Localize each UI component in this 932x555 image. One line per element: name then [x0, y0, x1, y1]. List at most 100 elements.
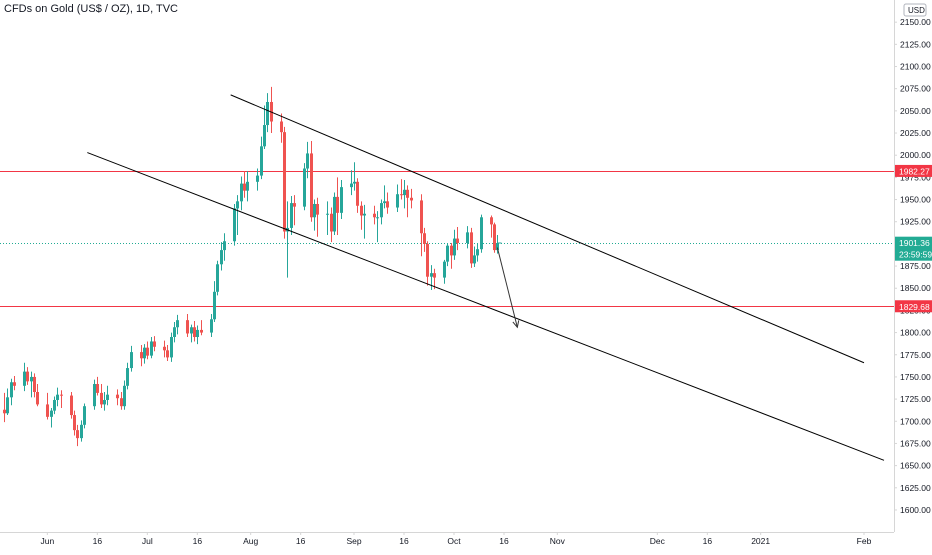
candle-down[interactable] — [76, 430, 79, 439]
candle-up[interactable] — [476, 249, 479, 256]
candle-down[interactable] — [96, 384, 99, 393]
candle-up[interactable] — [233, 208, 236, 242]
candle-up[interactable] — [303, 168, 306, 207]
candle-up[interactable] — [126, 368, 129, 386]
candle-up[interactable] — [376, 217, 379, 219]
candle-up[interactable] — [383, 201, 386, 204]
candle-down[interactable] — [70, 395, 73, 416]
candle-down[interactable] — [26, 371, 29, 382]
candle-up[interactable] — [480, 217, 483, 250]
candle-down[interactable] — [310, 153, 313, 218]
candle-up[interactable] — [313, 203, 316, 218]
candle-up[interactable] — [190, 327, 193, 334]
candle-up[interactable] — [210, 319, 213, 333]
candle-up[interactable] — [173, 327, 176, 338]
candle-up[interactable] — [53, 399, 56, 411]
candle-down[interactable] — [46, 404, 49, 417]
trend-line[interactable] — [87, 152, 885, 461]
candle-down[interactable] — [336, 196, 339, 213]
candle-up[interactable] — [350, 183, 353, 188]
candle-up[interactable] — [80, 424, 83, 439]
candle-down[interactable] — [316, 203, 319, 215]
candle-up[interactable] — [453, 238, 456, 256]
candle-down[interactable] — [433, 273, 436, 278]
candle-up[interactable] — [220, 250, 223, 265]
candle-up[interactable] — [50, 410, 53, 417]
candle-up[interactable] — [150, 341, 153, 356]
candle-down[interactable] — [60, 394, 63, 396]
candle-down[interactable] — [360, 205, 363, 216]
candle-down[interactable] — [73, 415, 76, 431]
candle-up[interactable] — [363, 213, 366, 216]
candle-down[interactable] — [450, 245, 453, 256]
candle-up[interactable] — [246, 181, 249, 191]
candle-down[interactable] — [36, 392, 39, 405]
candle-down[interactable] — [33, 376, 36, 393]
candle-down[interactable] — [116, 394, 119, 399]
candle-up[interactable] — [216, 264, 219, 292]
candle-up[interactable] — [256, 175, 259, 182]
candle-down[interactable] — [3, 409, 6, 414]
candle-down[interactable] — [146, 347, 149, 356]
candle-up[interactable] — [130, 352, 133, 369]
candle-up[interactable] — [430, 273, 433, 277]
candle-up[interactable] — [340, 187, 343, 213]
candle-down[interactable] — [490, 217, 493, 225]
candle-up[interactable] — [380, 203, 383, 218]
candle-up[interactable] — [266, 101, 269, 126]
candle-down[interactable] — [186, 320, 189, 334]
candle-down[interactable] — [470, 232, 473, 264]
candle-down[interactable] — [410, 197, 413, 201]
candle-up[interactable] — [10, 382, 13, 398]
candle-down[interactable] — [140, 352, 143, 359]
candle-up[interactable] — [353, 181, 356, 184]
candle-up[interactable] — [443, 261, 446, 278]
candle-down[interactable] — [120, 398, 123, 407]
candle-up[interactable] — [333, 196, 336, 232]
candle-up[interactable] — [123, 385, 126, 407]
candle-down[interactable] — [373, 213, 376, 218]
candle-up[interactable] — [196, 329, 199, 338]
candle-up[interactable] — [143, 347, 146, 359]
candle-up[interactable] — [213, 291, 216, 320]
candle-down[interactable] — [293, 203, 296, 207]
candle-down[interactable] — [100, 392, 103, 405]
candle-up[interactable] — [103, 399, 106, 405]
candle-up[interactable] — [223, 241, 226, 251]
candle-up[interactable] — [496, 243, 499, 251]
candle-up[interactable] — [56, 394, 59, 400]
candle-up[interactable] — [170, 337, 173, 358]
candle-up[interactable] — [396, 194, 399, 208]
candle-down[interactable] — [283, 132, 286, 232]
candle-up[interactable] — [23, 371, 26, 386]
candle-up[interactable] — [83, 406, 86, 425]
candle-up[interactable] — [473, 255, 476, 264]
candle-down[interactable] — [420, 200, 423, 234]
arrow-line[interactable] — [496, 247, 518, 328]
candle-up[interactable] — [106, 394, 109, 400]
candle-up[interactable] — [326, 213, 329, 215]
candle-down[interactable] — [456, 238, 459, 244]
candle-up[interactable] — [290, 203, 293, 228]
candle-down[interactable] — [406, 189, 409, 198]
candle-down[interactable] — [356, 181, 359, 206]
candle-down[interactable] — [423, 233, 426, 244]
candle-up[interactable] — [6, 397, 9, 414]
candle-down[interactable] — [426, 243, 429, 277]
candle-down[interactable] — [493, 224, 496, 251]
candle-down[interactable] — [163, 346, 166, 351]
candle-up[interactable] — [403, 189, 406, 196]
candle-down[interactable] — [330, 213, 333, 232]
candle-up[interactable] — [240, 183, 243, 202]
candle-down[interactable] — [386, 201, 389, 208]
candle-up[interactable] — [176, 320, 179, 328]
candle-down[interactable] — [280, 121, 283, 133]
candle-up[interactable] — [466, 232, 469, 244]
candle-down[interactable] — [243, 183, 246, 191]
currency-badge[interactable] — [903, 3, 927, 17]
candle-down[interactable] — [166, 350, 169, 358]
trend-line[interactable] — [230, 94, 865, 364]
candle-up[interactable] — [93, 384, 96, 407]
